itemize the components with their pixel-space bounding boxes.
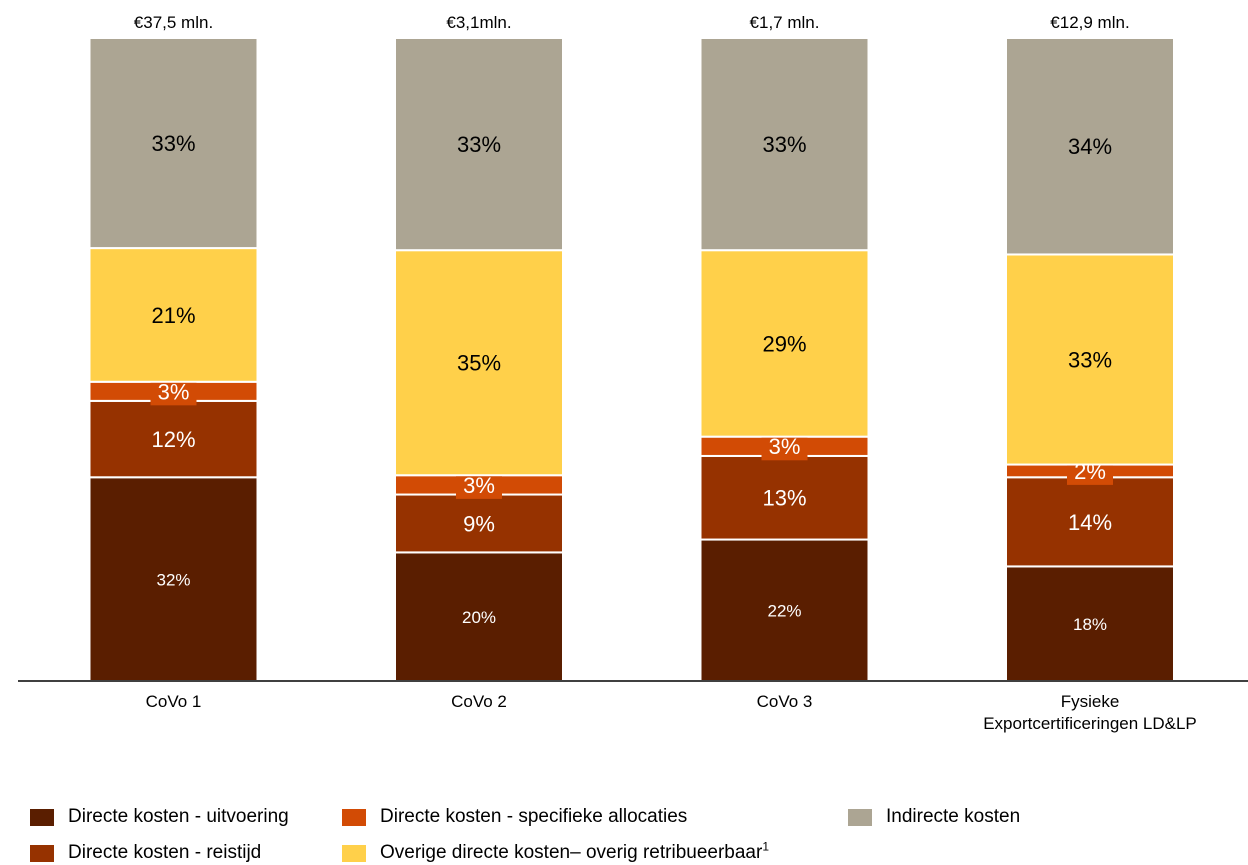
data-label: 35% [457,351,501,376]
data-label: 33% [1068,347,1112,372]
bar-segment [699,37,870,252]
data-label: 3% [463,473,495,498]
bar-total-label: €12,9 mln. [1050,13,1129,32]
data-label: 32% [156,570,190,589]
data-label: 20% [462,608,496,627]
data-label: 33% [762,132,806,157]
bar-segment [1005,253,1175,466]
bar-segment [699,454,870,541]
bar-segment [394,37,564,252]
bar-segment [1005,37,1175,256]
bar-segment [88,247,259,383]
bars-layer: 32% 12% 3% 21% 33% 20% 9% 3% 35% 33% 22% 13% 3% 29% 33… [88,37,1175,683]
x-tick-label: Exportcertificeringen LD&LP [983,714,1197,733]
x-tick-label: CoVo 1 [146,692,202,711]
data-label: 12% [151,427,195,452]
bar-segment [88,399,259,479]
bar-segment [699,249,870,438]
data-label: 29% [762,331,806,356]
bar-total-label: €37,5 mln. [134,13,213,32]
bar-total-label: €3,1mln. [446,13,511,32]
x-tick-label: Fysieke [1061,692,1120,711]
data-label: 9% [463,511,495,536]
x-tick-label: CoVo 2 [451,692,507,711]
x-tick-label: CoVo 3 [757,692,813,711]
bar-segment [394,551,564,683]
data-label: 13% [762,486,806,511]
bar-segment [1005,565,1175,683]
data-label: 3% [769,434,801,459]
bar-segment [1005,476,1175,568]
data-label: 33% [151,131,195,156]
bar-segment [88,37,259,250]
data-label: 21% [151,303,195,328]
x-axis-labels: €37,5 mln. CoVo 1 €3,1mln. CoVo 2 €1,7 mln. C… [134,13,1197,733]
data-label: 33% [457,132,501,157]
bar-total-label: €1,7 mln. [750,13,820,32]
bar-segment [88,476,259,682]
data-label: 14% [1068,510,1112,535]
data-label: 22% [767,601,801,620]
data-label: 34% [1068,134,1112,159]
bar-segment [394,249,564,477]
data-label: 18% [1073,615,1107,634]
data-label: 3% [158,379,190,404]
bar-segment [394,493,564,554]
